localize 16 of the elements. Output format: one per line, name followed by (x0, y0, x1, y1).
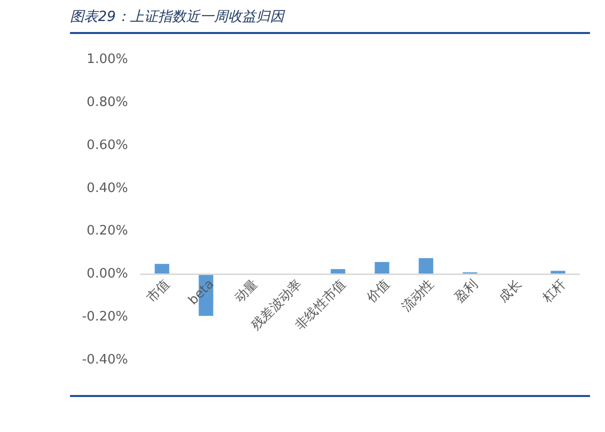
x-tick-label: 价值 (364, 276, 394, 307)
x-tick-label: 市值 (144, 276, 174, 306)
x-tick-label: 动量 (232, 276, 262, 306)
y-tick-label: -0.40% (82, 352, 128, 368)
y-tick-label: 1.00% (86, 52, 128, 68)
x-tick-label: 流动性 (398, 276, 438, 316)
y-tick-label: 0.00% (86, 266, 128, 282)
x-tick-label: 盈利 (452, 276, 482, 306)
y-tick-label: 0.60% (86, 138, 128, 153)
y-tick-label: 0.20% (86, 224, 128, 239)
x-tick-label: 成长 (496, 276, 526, 306)
x-tick-label: 杠杆 (540, 276, 570, 307)
y-tick-label: 0.80% (86, 95, 128, 110)
y-tick-label: -0.20% (82, 309, 128, 324)
chart-title: 图表29：上证指数近一周收益归因 (70, 8, 590, 34)
y-tick-label: 0.40% (86, 180, 128, 196)
